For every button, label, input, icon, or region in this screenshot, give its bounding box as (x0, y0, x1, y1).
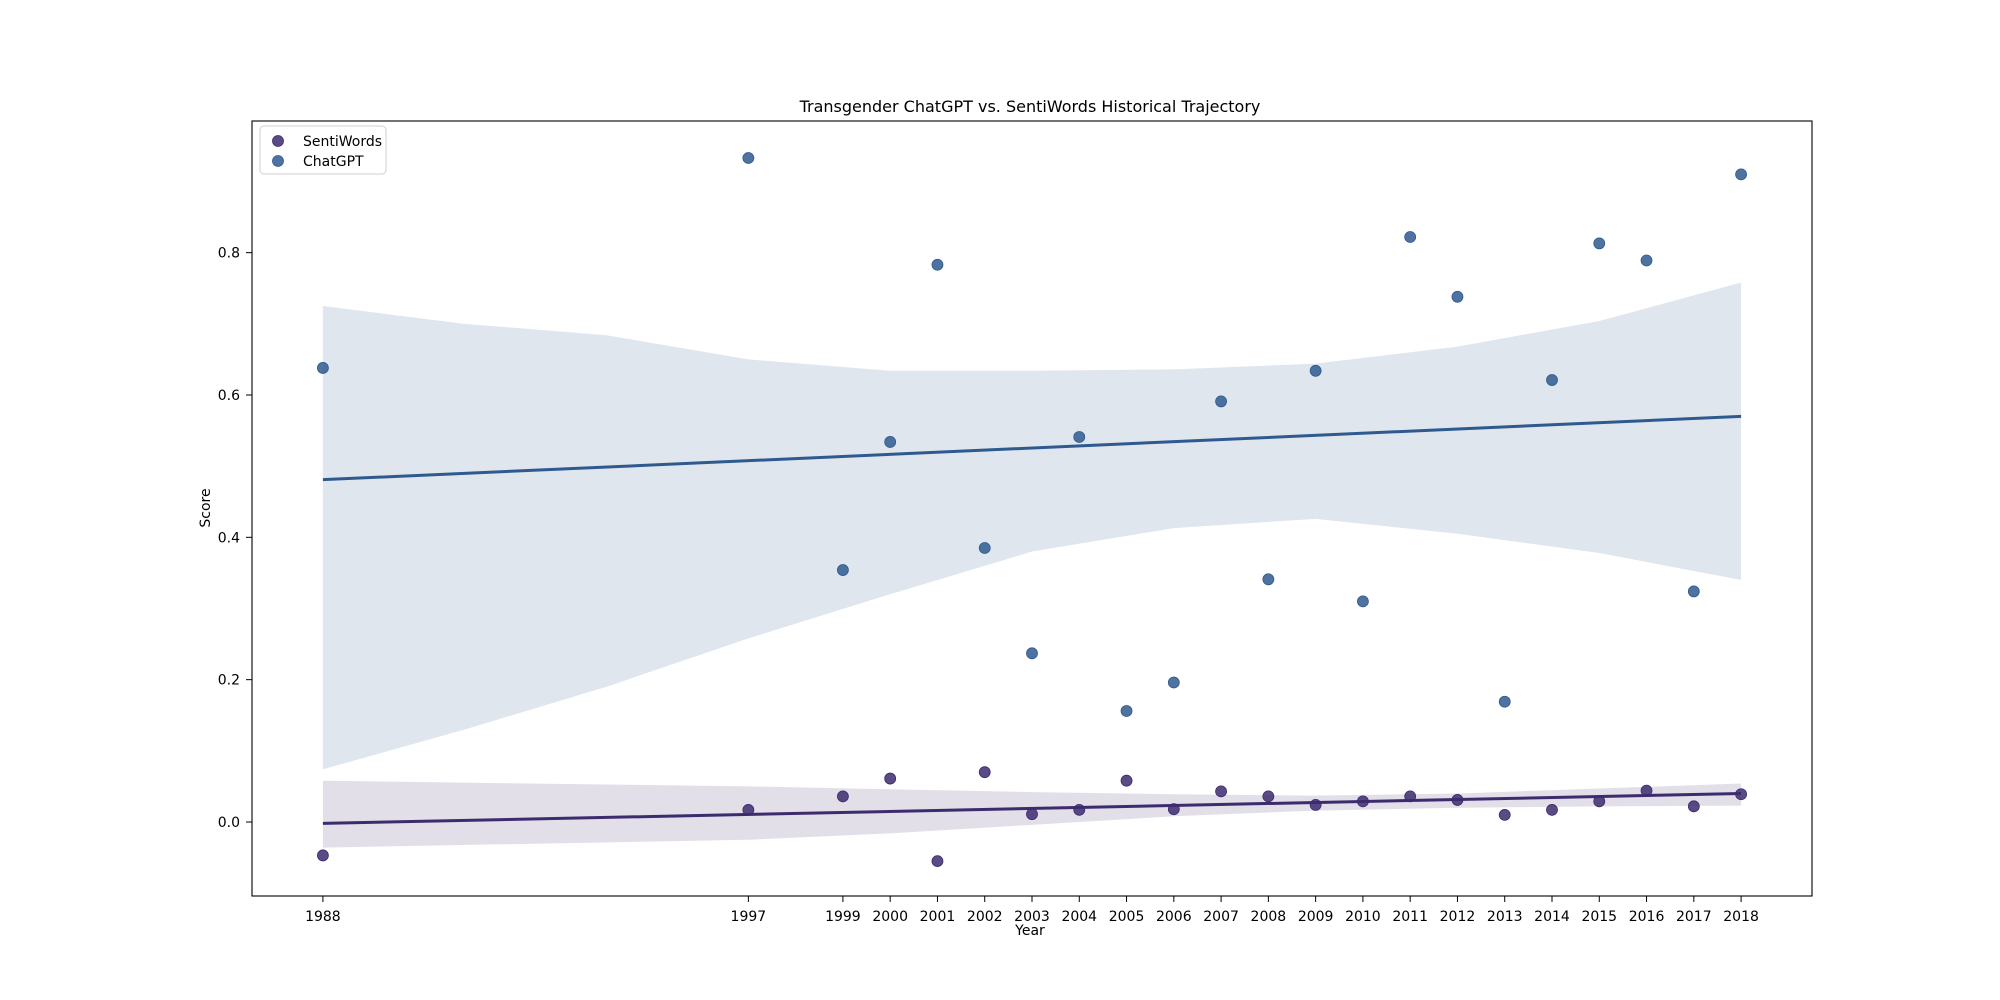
y-tick-label-0.6: 0.6 (218, 388, 240, 404)
x-axis-label: Year (1014, 923, 1045, 939)
x-tick-label-2005: 2005 (1109, 909, 1145, 925)
legend-label-chatgpt: ChatGPT (303, 154, 364, 170)
point-sentiwords-2010 (1357, 795, 1369, 808)
point-chatgpt-2010 (1357, 595, 1369, 608)
x-tick-label-1997: 1997 (731, 909, 767, 925)
point-chatgpt-2002 (978, 542, 991, 554)
point-chatgpt-2003 (1026, 647, 1038, 660)
x-tick-label-2017: 2017 (1676, 909, 1712, 925)
legend-marker-chatgpt (272, 155, 284, 167)
point-chatgpt-2005 (1120, 705, 1133, 717)
point-sentiwords-1999 (837, 790, 849, 803)
point-sentiwords-2002 (978, 766, 991, 779)
confidence-band-chatgpt (322, 282, 1742, 770)
x-axis: 1988 1997 1999 2000 2001 2002 2003 2004 2005 2006… (305, 896, 1759, 925)
point-sentiwords-1988 (317, 849, 329, 862)
point-chatgpt-2016 (1640, 254, 1653, 267)
point-sentiwords-2011 (1404, 790, 1417, 803)
confidence-bands (322, 282, 1742, 848)
point-chatgpt-2006 (1167, 676, 1180, 689)
x-tick-label-2011: 2011 (1392, 909, 1428, 925)
point-sentiwords-2014 (1546, 803, 1558, 816)
point-chatgpt-1999 (837, 564, 849, 576)
point-chatgpt-2008 (1262, 573, 1275, 586)
point-sentiwords-2007 (1215, 785, 1227, 798)
point-sentiwords-2015 (1593, 795, 1606, 808)
point-chatgpt-2011 (1404, 231, 1417, 243)
x-tick-label-2007: 2007 (1203, 909, 1239, 925)
data-points (317, 152, 1747, 868)
y-tick-label-0.2: 0.2 (218, 673, 240, 689)
x-tick-label-2014: 2014 (1534, 909, 1570, 925)
legend-box (259, 125, 387, 175)
x-tick-label-2015: 2015 (1581, 909, 1617, 925)
point-chatgpt-2013 (1498, 695, 1511, 708)
point-chatgpt-2015 (1593, 237, 1606, 250)
x-tick-label-2016: 2016 (1629, 909, 1665, 925)
point-chatgpt-2018 (1735, 168, 1747, 181)
point-sentiwords-2006 (1167, 803, 1180, 816)
point-sentiwords-2009 (1309, 799, 1322, 811)
point-sentiwords-2000 (884, 772, 897, 785)
point-chatgpt-2000 (884, 436, 897, 448)
legend-label-sentiwords: SentiWords (303, 134, 382, 150)
x-tick-label-2006: 2006 (1156, 909, 1192, 925)
x-tick-label-2004: 2004 (1061, 909, 1097, 925)
point-chatgpt-2014 (1546, 374, 1558, 386)
point-sentiwords-2017 (1687, 800, 1700, 813)
point-sentiwords-2004 (1073, 803, 1086, 816)
x-tick-label-1988: 1988 (305, 909, 341, 925)
point-sentiwords-2001 (931, 855, 944, 868)
y-axis: 0.0 0.2 0.4 0.6 0.8 (218, 246, 252, 831)
trend-line-chatgpt (322, 414, 1742, 482)
x-tick-label-1999: 1999 (825, 909, 861, 925)
point-sentiwords-2018 (1735, 788, 1747, 801)
y-tick-label-0.4: 0.4 (218, 530, 240, 546)
point-sentiwords-1997 (742, 803, 755, 816)
x-tick-label-2013: 2013 (1487, 909, 1523, 925)
point-chatgpt-1988 (317, 362, 329, 374)
y-tick-label-0.8: 0.8 (218, 246, 240, 262)
x-tick-label-2000: 2000 (872, 909, 908, 925)
x-tick-label-2001: 2001 (920, 909, 956, 925)
point-sentiwords-2012 (1451, 794, 1464, 806)
point-chatgpt-2017 (1687, 585, 1700, 598)
x-tick-label-2018: 2018 (1723, 909, 1759, 925)
x-tick-label-2010: 2010 (1345, 909, 1381, 925)
y-axis-label: Score (198, 488, 214, 527)
point-sentiwords-2016 (1640, 784, 1653, 797)
point-chatgpt-2012 (1451, 290, 1464, 303)
point-chatgpt-2009 (1309, 364, 1322, 377)
point-chatgpt-2004 (1073, 431, 1086, 443)
x-tick-label-2003: 2003 (1014, 909, 1050, 925)
chart-title: Transgender ChatGPT vs. SentiWords Histo… (799, 97, 1261, 116)
point-chatgpt-1997 (742, 152, 755, 164)
point-chatgpt-2001 (931, 258, 944, 271)
point-sentiwords-2013 (1498, 808, 1511, 821)
x-tick-label-2008: 2008 (1251, 909, 1287, 925)
x-tick-label-2009: 2009 (1298, 909, 1334, 925)
legend: SentiWords ChatGPT (259, 125, 387, 175)
y-tick-label-0.0: 0.0 (218, 815, 240, 831)
legend-marker-sentiwords (272, 135, 284, 147)
x-tick-label-2012: 2012 (1440, 909, 1476, 925)
x-tick-label-2002: 2002 (967, 909, 1003, 925)
point-chatgpt-2007 (1215, 395, 1227, 408)
point-sentiwords-2008 (1262, 790, 1275, 803)
point-sentiwords-2003 (1026, 808, 1038, 821)
point-sentiwords-2005 (1120, 774, 1133, 787)
